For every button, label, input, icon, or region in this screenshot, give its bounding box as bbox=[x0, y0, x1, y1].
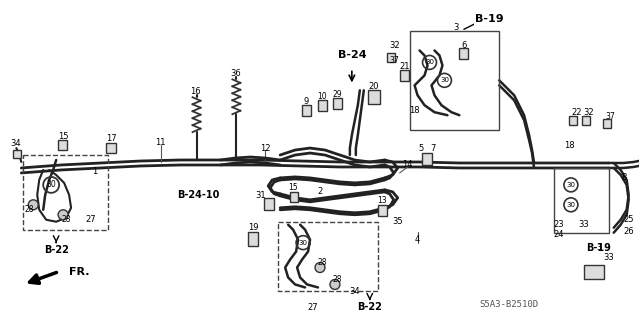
Bar bbox=[13, 150, 21, 158]
Text: 27: 27 bbox=[308, 303, 318, 312]
Text: 28: 28 bbox=[332, 275, 342, 284]
Text: 10: 10 bbox=[317, 92, 327, 101]
Text: 26: 26 bbox=[623, 227, 634, 236]
Text: 3: 3 bbox=[596, 243, 601, 252]
Circle shape bbox=[58, 210, 68, 220]
Text: 23: 23 bbox=[554, 220, 564, 229]
Bar bbox=[23, 155, 108, 230]
Bar bbox=[422, 153, 431, 165]
Bar bbox=[554, 168, 609, 233]
Circle shape bbox=[28, 200, 38, 210]
Text: 37: 37 bbox=[606, 112, 616, 121]
Bar bbox=[584, 264, 604, 279]
Text: 12: 12 bbox=[260, 144, 271, 152]
Text: 25: 25 bbox=[623, 215, 634, 224]
Text: 30: 30 bbox=[566, 202, 575, 208]
Text: 21: 21 bbox=[399, 62, 410, 71]
Text: 7: 7 bbox=[430, 144, 435, 152]
Text: 22: 22 bbox=[572, 108, 582, 117]
Text: B-19: B-19 bbox=[586, 243, 611, 253]
Text: 4: 4 bbox=[415, 235, 420, 244]
Text: B-22: B-22 bbox=[357, 302, 382, 312]
Text: 9: 9 bbox=[303, 97, 308, 106]
Bar bbox=[290, 192, 298, 202]
Text: 15: 15 bbox=[58, 132, 68, 141]
Text: S5A3-B2510D: S5A3-B2510D bbox=[479, 300, 539, 309]
Bar bbox=[378, 205, 387, 216]
Text: 30: 30 bbox=[440, 77, 449, 83]
Text: 8: 8 bbox=[621, 174, 627, 182]
Text: 17: 17 bbox=[106, 134, 116, 143]
Text: 34: 34 bbox=[349, 287, 360, 296]
Text: 36: 36 bbox=[230, 69, 241, 78]
Text: 31: 31 bbox=[255, 191, 266, 200]
Bar bbox=[410, 31, 499, 130]
Text: 32: 32 bbox=[584, 108, 594, 117]
Text: 2: 2 bbox=[317, 187, 323, 197]
Bar bbox=[58, 140, 67, 150]
Text: 1: 1 bbox=[92, 167, 98, 176]
Bar bbox=[248, 232, 259, 246]
Bar bbox=[264, 198, 274, 210]
Text: 34: 34 bbox=[10, 138, 20, 148]
Bar bbox=[460, 48, 468, 59]
Circle shape bbox=[330, 279, 340, 289]
Text: 37: 37 bbox=[390, 56, 399, 65]
Bar bbox=[278, 222, 378, 292]
Text: 14: 14 bbox=[403, 160, 413, 169]
Text: 33: 33 bbox=[604, 253, 614, 262]
Text: 6: 6 bbox=[461, 41, 467, 50]
Bar bbox=[569, 116, 577, 125]
Text: 24: 24 bbox=[554, 230, 564, 239]
Text: 35: 35 bbox=[392, 217, 403, 226]
Text: 20: 20 bbox=[369, 82, 379, 91]
Bar bbox=[387, 54, 395, 63]
Bar bbox=[399, 70, 408, 81]
Bar bbox=[368, 90, 380, 104]
Text: 33: 33 bbox=[579, 220, 589, 229]
Text: 15: 15 bbox=[288, 183, 298, 192]
Text: 30: 30 bbox=[425, 59, 434, 65]
Text: 32: 32 bbox=[389, 41, 400, 50]
Text: 27: 27 bbox=[86, 215, 96, 224]
Text: 18: 18 bbox=[409, 106, 420, 115]
Text: 5: 5 bbox=[418, 144, 423, 152]
Text: 28: 28 bbox=[317, 258, 327, 267]
Text: 30: 30 bbox=[46, 180, 56, 189]
Bar bbox=[302, 105, 311, 116]
Text: B-24-10: B-24-10 bbox=[177, 190, 220, 200]
Text: FR.: FR. bbox=[69, 266, 90, 277]
Text: 28: 28 bbox=[61, 215, 71, 224]
Text: 13: 13 bbox=[377, 196, 387, 205]
Text: B-19: B-19 bbox=[475, 14, 504, 24]
Bar bbox=[318, 100, 327, 111]
Circle shape bbox=[315, 263, 325, 272]
Text: 19: 19 bbox=[248, 223, 259, 232]
Text: 18: 18 bbox=[564, 141, 574, 150]
Text: 28: 28 bbox=[24, 205, 34, 214]
Bar bbox=[333, 98, 342, 109]
Text: 30: 30 bbox=[566, 182, 575, 188]
Text: 29: 29 bbox=[332, 90, 342, 99]
Text: 16: 16 bbox=[190, 87, 201, 96]
Bar bbox=[603, 119, 611, 128]
Text: B-24: B-24 bbox=[337, 50, 366, 61]
Text: 3: 3 bbox=[454, 23, 459, 32]
Text: 11: 11 bbox=[156, 137, 166, 146]
Text: 30: 30 bbox=[299, 240, 308, 246]
Text: B-22: B-22 bbox=[44, 245, 68, 255]
Bar bbox=[582, 116, 590, 125]
Bar bbox=[106, 143, 116, 153]
